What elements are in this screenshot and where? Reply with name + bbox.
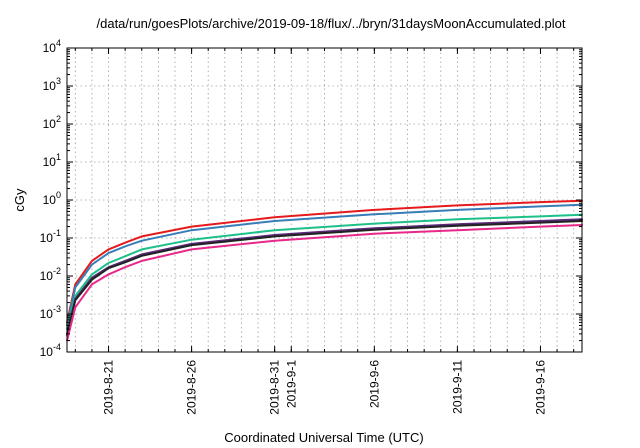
y-tick-label: 100 [43, 190, 61, 207]
y-tick-label: 102 [43, 114, 61, 131]
x-tick-label: 2019-9-1 [284, 360, 298, 408]
x-tick-label: 2019-8-26 [185, 360, 199, 415]
grid [67, 48, 582, 352]
y-tick-label: 104 [43, 38, 61, 55]
x-tick-labels: 2019-8-21 2019-8-26 2019-8-31 2019-9-1 2019-… [102, 360, 548, 415]
y-tick-label: 10-1 [40, 228, 61, 245]
series-line-4 [66, 218, 583, 335]
x-tick-label: 2019-9-6 [367, 360, 381, 408]
x-tick-label: 2019-8-21 [102, 360, 116, 415]
y-tick-labels: 10-4 10-3 10-2 10-1 100 101 102 103 104 [40, 38, 61, 359]
plot-lines [66, 199, 583, 342]
y-axis-label: cGy [12, 188, 27, 212]
series-line-3 [66, 213, 583, 331]
series-line-5 [66, 220, 583, 336]
y-tick-label: 103 [43, 76, 61, 93]
axis-ticks [67, 47, 582, 353]
y-tick-label: 101 [43, 152, 61, 169]
y-tick-label: 10-2 [40, 266, 61, 283]
chart-title: /data/run/goesPlots/archive/2019-09-18/f… [97, 16, 566, 31]
x-tick-label: 2019-9-11 [450, 360, 464, 414]
series-line-1 [66, 199, 583, 324]
x-tick-label: 2019-8-31 [268, 360, 282, 415]
x-tick-label: 2019-9-16 [533, 360, 547, 415]
y-tick-label: 10-4 [40, 342, 61, 359]
x-axis-label: Coordinated Universal Time (UTC) [224, 430, 423, 445]
series-line-2 [66, 203, 583, 327]
series-line-6 [66, 224, 583, 342]
y-tick-label: 10-3 [40, 304, 61, 321]
